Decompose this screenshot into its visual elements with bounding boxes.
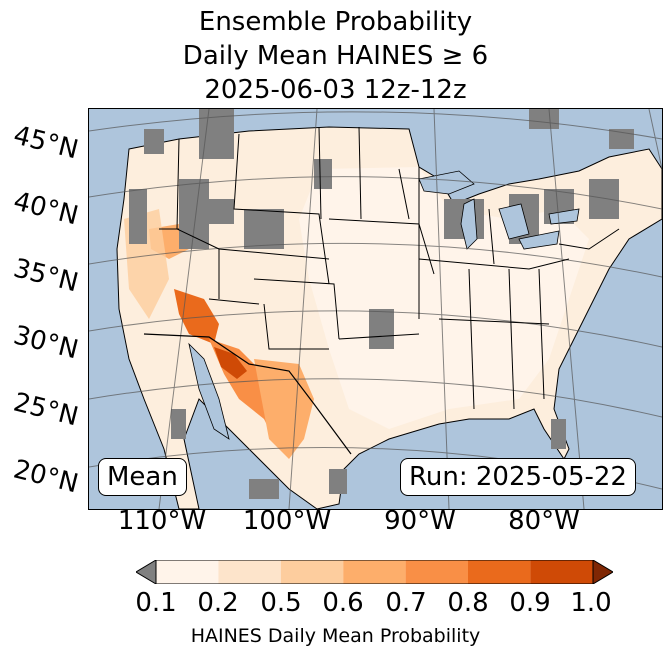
map-panel [88, 108, 663, 510]
colorbar-tick-4: 0.7 [385, 588, 427, 618]
colorbar-under-arrow [136, 560, 157, 584]
colorbar-tick-3: 0.6 [322, 588, 364, 618]
lon-label-90: 90°W [384, 506, 456, 536]
lat-label-30: 30°N [10, 320, 82, 366]
colorbar [136, 560, 613, 584]
colorbar-bin-7 [530, 560, 593, 584]
lon-label-80: 80°W [508, 506, 580, 536]
title-line-1: Ensemble Probability [198, 7, 473, 37]
state-borders [159, 126, 620, 410]
colorbar-bin-6 [468, 560, 531, 584]
colorbar-tick-6: 0.9 [509, 588, 551, 618]
mean-label: Mean [98, 458, 187, 496]
title-line-2: Daily Mean HAINES ≥ 6 [182, 41, 489, 71]
lon-label-110: 110°W [117, 506, 207, 536]
lat-label-20: 20°N [10, 454, 82, 500]
run-date-label: Run: 2025-05-22 [400, 458, 636, 496]
great-lakes [418, 170, 580, 250]
colorbar-over-arrow [592, 560, 613, 584]
lat-label-25: 25°N [10, 387, 82, 433]
colorbar-bin-1 [156, 560, 219, 584]
colorbar-tick-7: 1.0 [570, 588, 612, 618]
colorbar-tick-5: 0.8 [447, 588, 489, 618]
colorbar-tick-0: 0.1 [135, 588, 177, 618]
colorbar-tick-2: 0.5 [260, 588, 302, 618]
lat-label-40: 40°N [10, 186, 82, 232]
colorbar-tick-1: 0.2 [197, 588, 239, 618]
lat-label-35: 35°N [10, 253, 82, 299]
colorbar-bin-4 [343, 560, 406, 584]
us-mexico-border [143, 333, 352, 455]
lat-label-45: 45°N [10, 120, 82, 166]
colorbar-bin-5 [405, 560, 468, 584]
colorbar-bin-2 [218, 560, 281, 584]
colorbar-bin-3 [280, 560, 344, 584]
prob-high-core [214, 347, 247, 379]
gulf-of-california [188, 342, 230, 440]
colorbar-label: HAINES Daily Mean Probability [190, 625, 481, 647]
lon-label-100: 100°W [242, 506, 332, 536]
title-line-3: 2025-06-03 12z-12z [204, 75, 467, 105]
map-canvas [89, 109, 662, 509]
